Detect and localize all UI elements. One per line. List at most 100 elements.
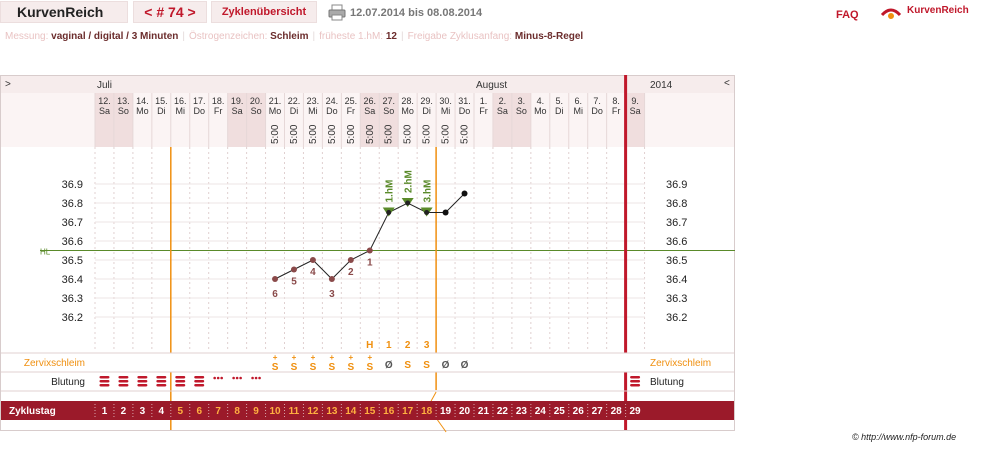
cycle-day-band	[1, 401, 734, 420]
cycle-day-number: 14	[345, 406, 357, 417]
mucus-value: Ø	[442, 360, 450, 371]
weekday-label: Do	[591, 106, 603, 116]
bleeding-heavy-mark	[137, 376, 148, 379]
date-range: 12.07.2014 bis 08.08.2014	[350, 7, 483, 19]
mucus-value: S	[291, 362, 298, 373]
cycle-day-number: 16	[383, 406, 395, 417]
cycle-day-number: 3	[140, 406, 146, 417]
weekday-label: Mi	[441, 106, 451, 116]
cycle-day-number: 10	[269, 406, 281, 417]
cycle-day-number: 17	[402, 406, 414, 417]
cycle-day-number: 28	[611, 406, 623, 417]
info-label: Messung:	[5, 31, 49, 42]
weekday-label: Di	[422, 106, 431, 116]
y-tick-left: 36.7	[62, 217, 83, 229]
separator: |	[400, 31, 404, 42]
weekday-label: Di	[157, 106, 166, 116]
day-number: 29.	[420, 96, 433, 106]
low-temp-point	[366, 247, 373, 254]
cycle-day-number: 29	[630, 406, 642, 417]
month-label: Juli	[97, 80, 112, 91]
temp-point	[405, 200, 411, 206]
weekday-label: So	[516, 106, 527, 116]
y-tick-right: 36.7	[666, 217, 687, 229]
peak-marker: 3	[424, 340, 430, 351]
bleeding-spot-mark	[220, 376, 223, 380]
weekday-label: So	[383, 106, 394, 116]
day-number: 5.	[556, 96, 564, 106]
info-value: 12	[385, 31, 397, 42]
cycle-day-number: 6	[196, 406, 202, 417]
day-number: 22.	[288, 96, 301, 106]
cycle-day-number: 8	[234, 406, 240, 417]
info-value: Schleim	[270, 31, 309, 42]
day-number: 4.	[537, 96, 545, 106]
bleeding-heavy-mark	[156, 384, 167, 387]
day-number: 23.	[307, 96, 320, 106]
bleeding-heavy-mark	[156, 376, 167, 379]
weekend-shade	[113, 93, 133, 147]
day-number: 6.	[574, 96, 582, 106]
diagonal-marker	[435, 417, 447, 433]
weekday-label: Mi	[573, 106, 583, 116]
bleeding-heavy-mark	[194, 384, 205, 387]
measure-time: 5:00	[384, 124, 395, 144]
weekday-label: Do	[193, 106, 205, 116]
high-temp-label: 3.hM	[423, 180, 434, 203]
top-bar: KurvenReich < # 74 > Zyklenübersicht 12.…	[0, 0, 981, 26]
day-number: 15.	[155, 96, 168, 106]
low-temp-point	[309, 257, 316, 263]
day-number: 16.	[174, 96, 187, 106]
mucus-plus: +	[311, 353, 316, 362]
temp-point	[442, 209, 449, 216]
weekday-label: Fr	[347, 106, 356, 116]
high-temp-label: 1.hM	[385, 180, 396, 203]
day-number: 18.	[212, 96, 225, 106]
bleeding-heavy-mark	[630, 384, 641, 387]
weekday-label: Fr	[612, 106, 621, 116]
mucus-plus: +	[330, 353, 335, 362]
cycle-day-label: Zyklustag	[9, 406, 56, 417]
app-title[interactable]: KurvenReich	[0, 1, 128, 23]
weekend-shade	[246, 93, 266, 147]
weekend-shade	[379, 93, 399, 147]
printer-icon[interactable]	[328, 4, 346, 21]
y-tick-left: 36.8	[62, 198, 83, 210]
info-label: Freigabe Zyklusanfang:	[407, 31, 513, 42]
mucus-value: S	[329, 362, 336, 373]
copyright: © http://www.nfp-forum.de	[852, 432, 957, 442]
day-number: 9.	[631, 96, 639, 106]
cycle-navigation[interactable]: < # 74 >	[133, 1, 207, 23]
cycle-day-number: 12	[307, 406, 319, 417]
peak-marker: H	[366, 340, 373, 351]
mucus-value: S	[310, 362, 317, 373]
weekday-label: Mo	[136, 106, 149, 116]
brand-name[interactable]: KurvenReich	[907, 5, 969, 16]
y-tick-right: 36.4	[666, 274, 687, 286]
bleeding-heavy-mark	[175, 384, 186, 387]
separator: |	[312, 31, 316, 42]
cycle-day-number: 2	[121, 406, 127, 417]
y-tick-left: 36.3	[62, 293, 83, 305]
info-label: Östrogenzeichen:	[189, 31, 268, 42]
month-label: August	[476, 80, 507, 91]
mucus-value: S	[366, 362, 373, 373]
weekday-label: Sa	[364, 106, 375, 116]
cycle-settings-bar: Messung: vaginal / digital / 3 Minuten | Ö…	[5, 31, 583, 42]
cycle-overview-link[interactable]: Zyklenübersicht	[211, 1, 317, 23]
bleeding-spot-mark	[232, 376, 235, 380]
low-temp-label: 3	[329, 289, 335, 300]
low-temp-point	[347, 257, 354, 263]
bleeding-heavy-mark	[194, 380, 205, 383]
day-number: 13.	[117, 96, 130, 106]
mucus-plus: +	[348, 353, 353, 362]
faq-link[interactable]: FAQ	[836, 9, 859, 21]
cervix-row	[1, 353, 734, 372]
bleeding-heavy-mark	[137, 380, 148, 383]
y-tick-right: 36.8	[666, 198, 687, 210]
temp-point	[424, 210, 430, 215]
info-value: vaginal / digital / 3 Minuten	[51, 31, 179, 42]
bleeding-heavy-mark	[194, 376, 205, 379]
weekend-shade	[492, 93, 512, 147]
bleeding-heavy-mark	[118, 384, 129, 387]
